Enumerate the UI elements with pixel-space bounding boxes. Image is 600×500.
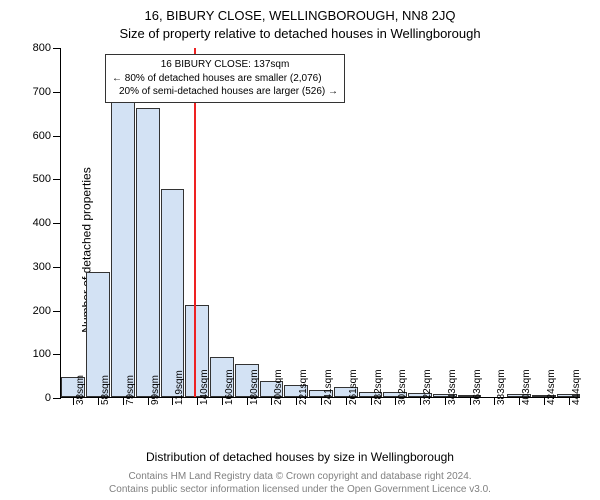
x-tick [321,397,322,405]
x-tick-label: 261sqm [348,369,359,405]
footer-line2: Contains public sector information licen… [0,484,600,495]
chart-title-line1: 16, BIBURY CLOSE, WELLINGBOROUGH, NN8 2J… [0,8,600,23]
y-tick-label: 0 [45,392,61,404]
x-tick [371,397,372,405]
x-tick-label: 99sqm [150,375,161,405]
y-tick-label: 600 [33,130,61,142]
histogram-bar [136,108,160,397]
x-tick-label: 79sqm [125,375,136,405]
x-tick [445,397,446,405]
histogram-bar [111,102,135,397]
x-tick-label: 343sqm [447,369,458,405]
footer-line1: Contains HM Land Registry data © Crown c… [0,471,600,482]
x-tick-label: 424sqm [546,369,557,405]
annotation-line3: 20% of semi-detached houses are larger (… [112,85,338,99]
x-tick-label: 403sqm [521,369,532,405]
x-tick-label: 383sqm [496,369,507,405]
x-tick-label: 38sqm [75,375,86,405]
x-tick [123,397,124,405]
x-tick-label: 160sqm [224,369,235,405]
x-tick [470,397,471,405]
x-tick-label: 363sqm [472,369,483,405]
x-tick-label: 241sqm [323,369,334,405]
y-tick-label: 100 [33,348,61,360]
x-tick-label: 200sqm [273,369,284,405]
x-tick-label: 58sqm [100,375,111,405]
x-tick-label: 322sqm [422,369,433,405]
y-tick-label: 400 [33,217,61,229]
histogram-bar [161,189,185,397]
x-tick-label: 180sqm [249,369,260,405]
y-tick-label: 200 [33,305,61,317]
x-tick [420,397,421,405]
x-tick-label: 221sqm [298,369,309,405]
x-tick [569,397,570,405]
annotation-line2: ← 80% of detached houses are smaller (2,… [112,72,338,86]
x-tick-label: 282sqm [373,369,384,405]
x-tick [346,397,347,405]
x-tick [148,397,149,405]
annotation-box: 16 BIBURY CLOSE: 137sqm← 80% of detached… [105,54,345,103]
plot-area: 010020030040050060070080038sqm58sqm79sqm… [60,48,580,398]
chart-title-line2: Size of property relative to detached ho… [0,26,600,41]
x-tick [544,397,545,405]
x-tick-label: 302sqm [397,369,408,405]
x-tick-label: 119sqm [174,370,185,405]
x-tick [247,397,248,405]
y-tick-label: 500 [33,173,61,185]
x-tick [98,397,99,405]
x-tick [222,397,223,405]
y-tick-label: 700 [33,86,61,98]
x-axis-label: Distribution of detached houses by size … [0,450,600,464]
x-tick [519,397,520,405]
y-tick-label: 300 [33,261,61,273]
x-tick-label: 444sqm [571,369,582,405]
y-tick-label: 800 [33,42,61,54]
annotation-line1: 16 BIBURY CLOSE: 137sqm [112,58,338,72]
x-tick-label: 140sqm [199,369,210,405]
